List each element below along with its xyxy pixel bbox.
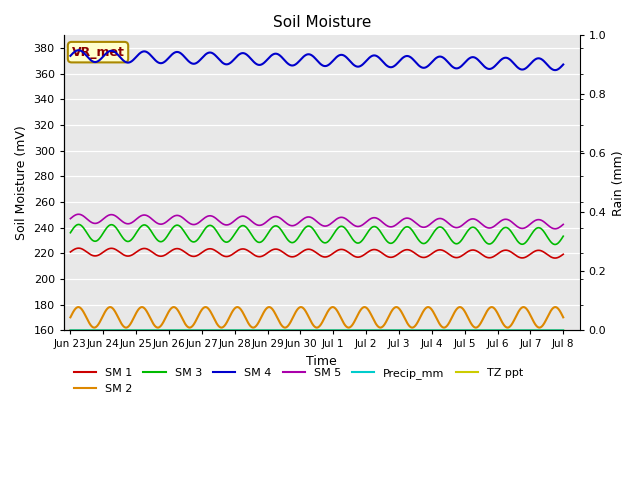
Title: Soil Moisture: Soil Moisture — [273, 15, 371, 30]
Text: VR_met: VR_met — [72, 46, 124, 59]
Y-axis label: Soil Moisture (mV): Soil Moisture (mV) — [15, 125, 28, 240]
Legend: SM 1, SM 2, SM 3, SM 4, SM 5, Precip_mm, TZ ppt: SM 1, SM 2, SM 3, SM 4, SM 5, Precip_mm,… — [69, 364, 527, 398]
Y-axis label: Rain (mm): Rain (mm) — [612, 150, 625, 216]
X-axis label: Time: Time — [307, 355, 337, 368]
